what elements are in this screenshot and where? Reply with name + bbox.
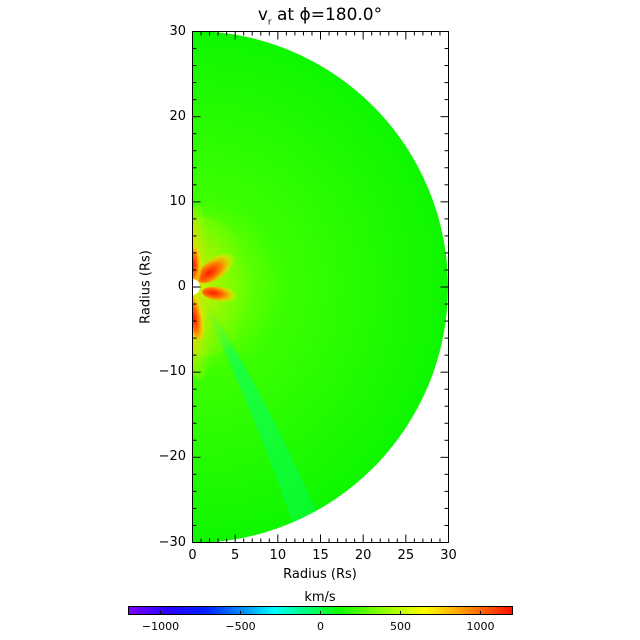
plot-title: vr at ϕ=180.0° [257, 5, 383, 28]
y-tick-label: −20 [158, 449, 186, 465]
y-tick-label: 30 [169, 23, 186, 39]
x-tick-label: 20 [354, 548, 372, 563]
x-tick-label: 5 [231, 548, 240, 563]
x-tick-label: 30 [440, 548, 457, 563]
y-tick-label: −30 [158, 534, 186, 550]
colorbar-tick-label: 500 [390, 620, 411, 633]
x-tick-label: 15 [312, 548, 329, 563]
colorbar-tick-label: 0 [317, 620, 324, 633]
colorbar-tick-label: −500 [225, 620, 256, 633]
colorbar-label: km/s [304, 590, 336, 605]
y-tick-label: 10 [169, 193, 186, 209]
colorbar-tick-label: −1000 [141, 620, 180, 633]
velocity-heatmap [192, 31, 448, 543]
x-tick-label: 25 [397, 548, 415, 563]
y-tick-label: 20 [169, 108, 186, 124]
x-tick-label: 0 [188, 548, 197, 563]
y-axis-label: Radius (Rs) [138, 250, 154, 324]
colorbar-tick-label: 1000 [466, 620, 495, 633]
y-tick-label: −10 [158, 364, 186, 380]
x-tick-label: 10 [269, 548, 287, 563]
y-tick-label: 0 [177, 279, 186, 294]
x-axis-label: Radius (Rs) [283, 567, 357, 582]
